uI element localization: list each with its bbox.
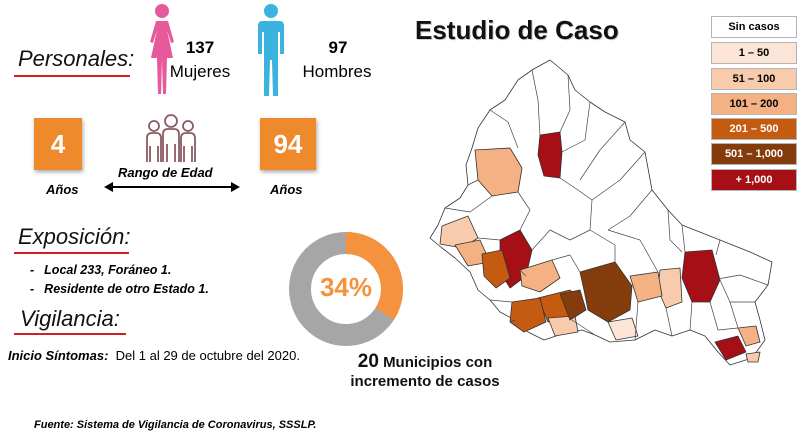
map-region	[714, 335, 747, 361]
map-region	[745, 351, 761, 363]
woman-icon	[150, 4, 174, 94]
percentage-donut	[289, 232, 403, 346]
age-max-box: 94	[260, 118, 316, 170]
vigilancia-label: Vigilancia:	[20, 306, 120, 331]
map-region	[509, 297, 547, 333]
legend-item-sin-casos: Sin casos	[711, 16, 797, 38]
map-region	[547, 315, 579, 337]
man-icon	[258, 4, 284, 96]
people-group-icon	[146, 114, 196, 162]
age-min-box: 4	[34, 118, 82, 170]
exposicion-label: Exposición:	[18, 224, 131, 249]
double-arrow-icon	[104, 182, 240, 192]
legend-item-501-1000: 501 – 1,000	[711, 143, 797, 165]
age-range-label: Rango de Edad	[118, 165, 213, 180]
map-region	[629, 271, 663, 303]
map-region	[481, 249, 511, 289]
exposicion-underline	[14, 252, 129, 254]
exposicion-item: - Residente de otro Estado 1.	[30, 282, 209, 296]
age-min-unit: Años	[46, 182, 79, 197]
legend-item-1000-plus: + 1,000	[711, 169, 797, 191]
legend-item-51-100: 51 – 100	[711, 68, 797, 90]
vigilancia-underline	[14, 333, 126, 335]
men-count: 97	[328, 38, 348, 57]
donut-fill	[289, 232, 403, 346]
source-note: Fuente: Sistema de Vigilancia de Coronav…	[34, 419, 317, 431]
municipios-text: 20 Municipios con incremento de casos	[350, 351, 500, 390]
state-map	[429, 59, 773, 366]
map-region	[519, 259, 561, 293]
map-region	[607, 317, 639, 341]
map-region	[559, 289, 587, 321]
donut-percent: 34%	[319, 272, 373, 302]
exposicion-item: - Local 233, Foráneo 1.	[30, 263, 172, 277]
map-region	[579, 261, 633, 323]
women-label: Mujeres	[169, 62, 231, 81]
personales-label: Personales:	[18, 46, 135, 71]
age-max-unit: Años	[270, 182, 303, 197]
personales-underline	[14, 75, 130, 77]
men-label: Hombres	[302, 62, 372, 81]
women-count: 137	[185, 38, 215, 57]
legend-item-101-200: 101 – 200	[711, 93, 797, 115]
legend-item-201-500: 201 – 500	[711, 118, 797, 140]
page-title: Estudio de Caso	[415, 15, 619, 45]
map-region	[737, 325, 761, 347]
legend-item-1-50: 1 – 50	[711, 42, 797, 64]
inicio-sintomas: Inicio Síntomas: Del 1 al 29 de octubre …	[8, 348, 300, 363]
